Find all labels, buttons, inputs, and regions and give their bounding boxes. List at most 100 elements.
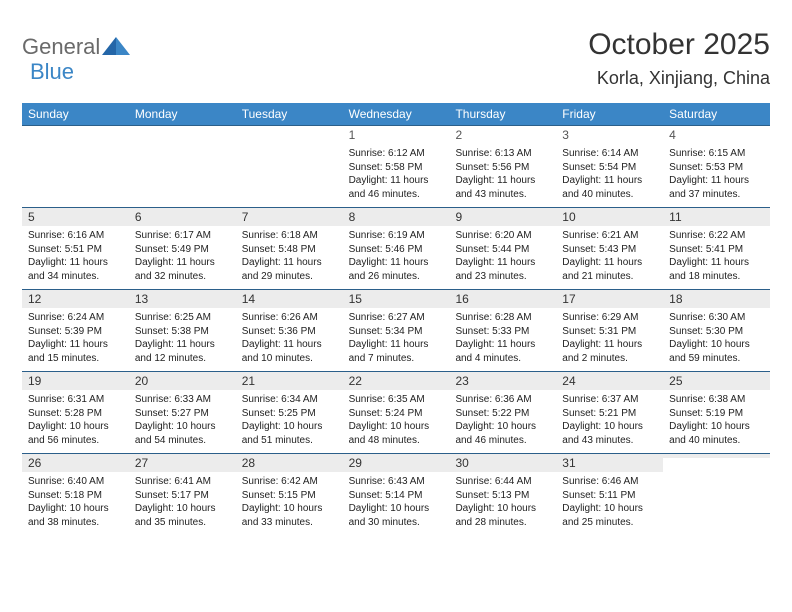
sunset-text: Sunset: 5:31 PM [562,325,657,339]
sunset-text: Sunset: 5:34 PM [349,325,444,339]
sunrise-text: Sunrise: 6:46 AM [562,475,657,489]
day-number: 8 [343,208,450,226]
daylight-text: Daylight: 11 hours and 15 minutes. [28,338,123,365]
weekday-header: Wednesday [343,103,450,125]
daylight-text: Daylight: 11 hours and 18 minutes. [669,256,764,283]
daylight-text: Daylight: 11 hours and 37 minutes. [669,174,764,201]
day-cell: 15Sunrise: 6:27 AMSunset: 5:34 PMDayligh… [343,290,450,371]
day-cell [129,126,236,207]
weekday-header-row: Sunday Monday Tuesday Wednesday Thursday… [22,103,770,125]
sunrise-text: Sunrise: 6:35 AM [349,393,444,407]
sunset-text: Sunset: 5:24 PM [349,407,444,421]
sunrise-text: Sunrise: 6:26 AM [242,311,337,325]
logo-text-1: General [22,34,100,60]
day-number: 28 [236,454,343,472]
day-number: 17 [556,290,663,308]
day-cell: 18Sunrise: 6:30 AMSunset: 5:30 PMDayligh… [663,290,770,371]
sunrise-text: Sunrise: 6:33 AM [135,393,230,407]
daylight-text: Daylight: 10 hours and 59 minutes. [669,338,764,365]
sunset-text: Sunset: 5:14 PM [349,489,444,503]
daylight-text: Daylight: 11 hours and 4 minutes. [455,338,550,365]
day-cell: 31Sunrise: 6:46 AMSunset: 5:11 PMDayligh… [556,454,663,535]
sunrise-text: Sunrise: 6:12 AM [349,147,444,161]
daylight-text: Daylight: 10 hours and 30 minutes. [349,502,444,529]
day-cell: 28Sunrise: 6:42 AMSunset: 5:15 PMDayligh… [236,454,343,535]
sunset-text: Sunset: 5:18 PM [28,489,123,503]
weekday-header: Thursday [449,103,556,125]
sunrise-text: Sunrise: 6:14 AM [562,147,657,161]
sunset-text: Sunset: 5:27 PM [135,407,230,421]
day-number: 29 [343,454,450,472]
daylight-text: Daylight: 10 hours and 46 minutes. [455,420,550,447]
day-cell: 25Sunrise: 6:38 AMSunset: 5:19 PMDayligh… [663,372,770,453]
daylight-text: Daylight: 10 hours and 35 minutes. [135,502,230,529]
day-cell [22,126,129,207]
sunset-text: Sunset: 5:43 PM [562,243,657,257]
brand-logo: General [22,34,132,60]
sunset-text: Sunset: 5:48 PM [242,243,337,257]
day-cell: 30Sunrise: 6:44 AMSunset: 5:13 PMDayligh… [449,454,556,535]
day-number: 20 [129,372,236,390]
day-cell: 24Sunrise: 6:37 AMSunset: 5:21 PMDayligh… [556,372,663,453]
day-cell: 20Sunrise: 6:33 AMSunset: 5:27 PMDayligh… [129,372,236,453]
day-number: 26 [22,454,129,472]
sunset-text: Sunset: 5:44 PM [455,243,550,257]
day-cell: 1Sunrise: 6:12 AMSunset: 5:58 PMDaylight… [343,126,450,207]
day-cell: 29Sunrise: 6:43 AMSunset: 5:14 PMDayligh… [343,454,450,535]
page-header: General October 2025 Korla, Xinjiang, Ch… [22,28,770,89]
day-cell: 16Sunrise: 6:28 AMSunset: 5:33 PMDayligh… [449,290,556,371]
daylight-text: Daylight: 11 hours and 29 minutes. [242,256,337,283]
day-number: 19 [22,372,129,390]
header-right: October 2025 Korla, Xinjiang, China [588,28,770,89]
sunset-text: Sunset: 5:17 PM [135,489,230,503]
day-number: 4 [663,126,770,144]
sunset-text: Sunset: 5:28 PM [28,407,123,421]
week-row: 12Sunrise: 6:24 AMSunset: 5:39 PMDayligh… [22,289,770,371]
sunset-text: Sunset: 5:39 PM [28,325,123,339]
weekday-header: Sunday [22,103,129,125]
week-row: 1Sunrise: 6:12 AMSunset: 5:58 PMDaylight… [22,125,770,207]
sunset-text: Sunset: 5:19 PM [669,407,764,421]
sunrise-text: Sunrise: 6:41 AM [135,475,230,489]
daylight-text: Daylight: 10 hours and 51 minutes. [242,420,337,447]
sunrise-text: Sunrise: 6:38 AM [669,393,764,407]
week-row: 19Sunrise: 6:31 AMSunset: 5:28 PMDayligh… [22,371,770,453]
month-title: October 2025 [588,28,770,62]
sunset-text: Sunset: 5:53 PM [669,161,764,175]
daylight-text: Daylight: 11 hours and 26 minutes. [349,256,444,283]
day-cell: 11Sunrise: 6:22 AMSunset: 5:41 PMDayligh… [663,208,770,289]
calendar-page: General October 2025 Korla, Xinjiang, Ch… [0,0,792,545]
weekday-header: Monday [129,103,236,125]
sunset-text: Sunset: 5:21 PM [562,407,657,421]
sunset-text: Sunset: 5:56 PM [455,161,550,175]
sunset-text: Sunset: 5:49 PM [135,243,230,257]
sunrise-text: Sunrise: 6:21 AM [562,229,657,243]
sunset-text: Sunset: 5:38 PM [135,325,230,339]
sunrise-text: Sunrise: 6:24 AM [28,311,123,325]
sunrise-text: Sunrise: 6:16 AM [28,229,123,243]
sunset-text: Sunset: 5:33 PM [455,325,550,339]
day-number: 24 [556,372,663,390]
sunrise-text: Sunrise: 6:27 AM [349,311,444,325]
sunset-text: Sunset: 5:36 PM [242,325,337,339]
day-cell: 4Sunrise: 6:15 AMSunset: 5:53 PMDaylight… [663,126,770,207]
day-number: 7 [236,208,343,226]
day-number: 27 [129,454,236,472]
day-cell: 14Sunrise: 6:26 AMSunset: 5:36 PMDayligh… [236,290,343,371]
daylight-text: Daylight: 10 hours and 56 minutes. [28,420,123,447]
day-cell: 7Sunrise: 6:18 AMSunset: 5:48 PMDaylight… [236,208,343,289]
sunrise-text: Sunrise: 6:42 AM [242,475,337,489]
day-cell: 21Sunrise: 6:34 AMSunset: 5:25 PMDayligh… [236,372,343,453]
day-number: 2 [449,126,556,144]
daylight-text: Daylight: 11 hours and 46 minutes. [349,174,444,201]
day-number: 15 [343,290,450,308]
day-number [663,454,770,458]
logo-triangle-icon [102,35,130,60]
daylight-text: Daylight: 10 hours and 28 minutes. [455,502,550,529]
day-number: 1 [343,126,450,144]
daylight-text: Daylight: 11 hours and 10 minutes. [242,338,337,365]
daylight-text: Daylight: 11 hours and 40 minutes. [562,174,657,201]
sunrise-text: Sunrise: 6:13 AM [455,147,550,161]
day-cell: 23Sunrise: 6:36 AMSunset: 5:22 PMDayligh… [449,372,556,453]
day-cell: 22Sunrise: 6:35 AMSunset: 5:24 PMDayligh… [343,372,450,453]
